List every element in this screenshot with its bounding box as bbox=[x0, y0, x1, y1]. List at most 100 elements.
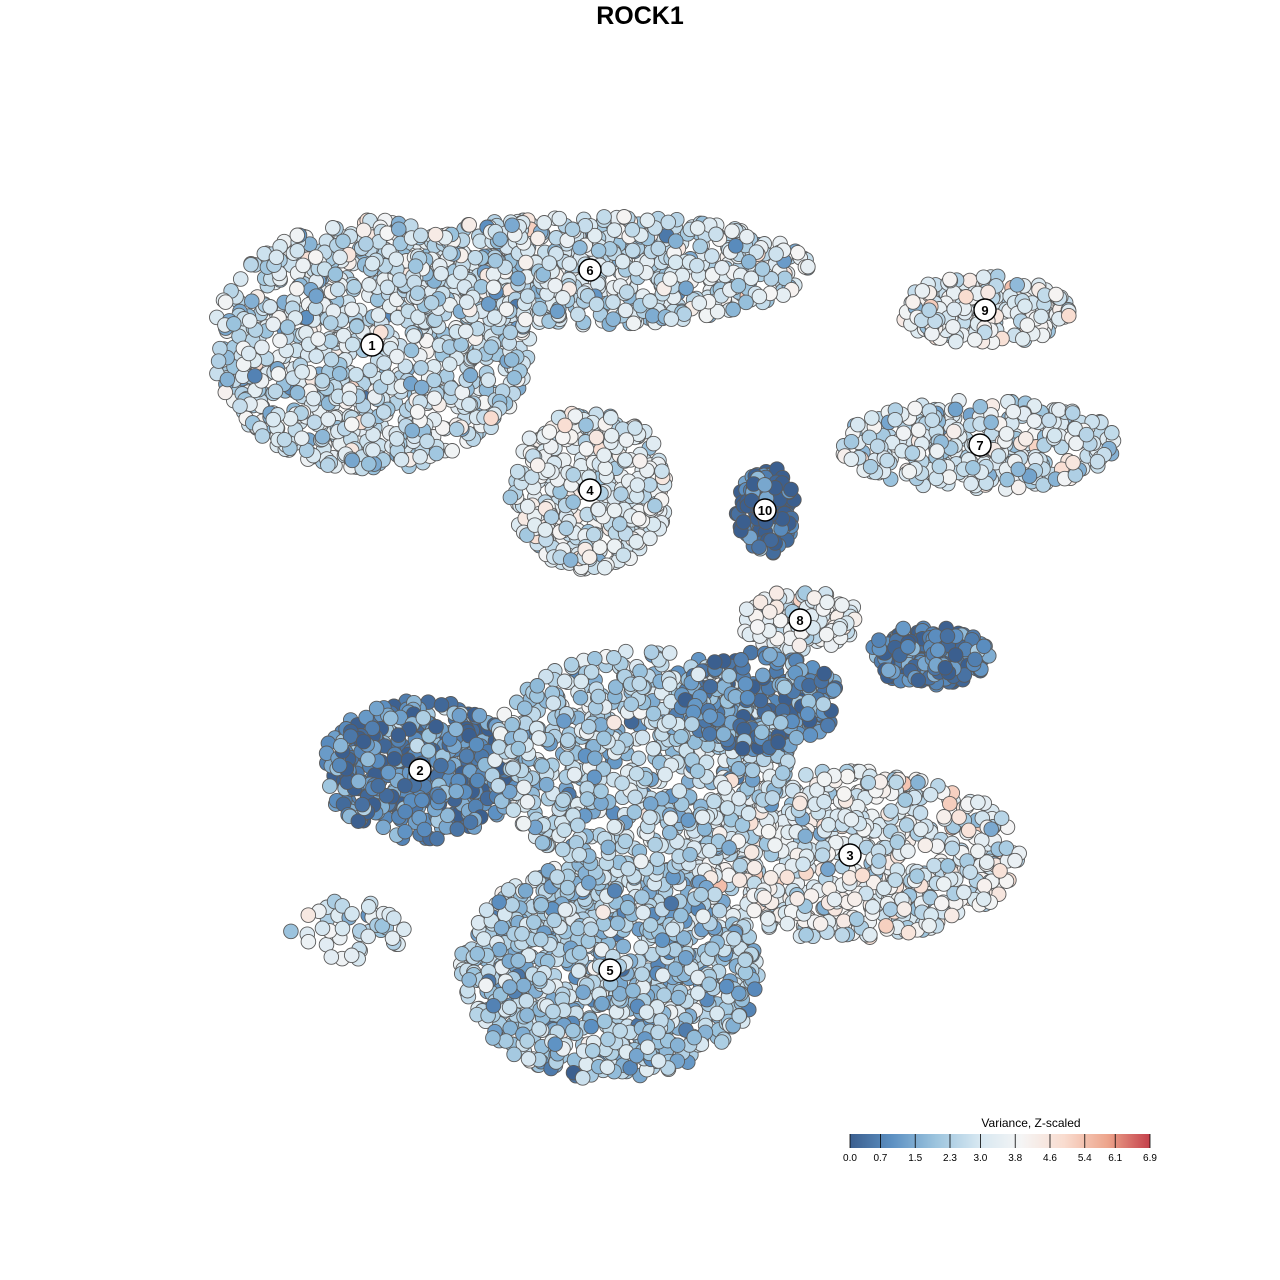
data-point bbox=[922, 786, 939, 803]
data-point bbox=[634, 889, 650, 905]
data-point bbox=[605, 294, 621, 310]
data-point bbox=[590, 242, 607, 259]
data-point bbox=[485, 279, 502, 296]
data-point bbox=[1048, 286, 1064, 303]
data-point bbox=[533, 897, 550, 913]
data-point bbox=[419, 433, 435, 450]
data-point bbox=[475, 931, 492, 947]
data-point bbox=[584, 1043, 601, 1059]
data-point bbox=[549, 303, 566, 320]
data-point bbox=[470, 915, 487, 931]
data-point bbox=[581, 875, 597, 891]
data-point bbox=[1046, 427, 1063, 444]
data-point bbox=[393, 451, 410, 468]
data-point bbox=[650, 1024, 666, 1041]
data-point bbox=[219, 371, 236, 388]
data-point bbox=[391, 221, 407, 237]
data-point bbox=[775, 287, 791, 303]
data-point bbox=[839, 768, 856, 785]
data-point bbox=[754, 261, 771, 277]
data-point bbox=[270, 366, 287, 382]
data-point bbox=[323, 333, 339, 350]
data-point bbox=[1009, 277, 1025, 293]
data-point bbox=[871, 853, 887, 869]
data-point bbox=[895, 425, 912, 441]
data-point bbox=[751, 539, 767, 555]
data-point bbox=[577, 217, 594, 234]
data-point bbox=[469, 772, 486, 789]
data-point bbox=[480, 296, 497, 312]
data-point bbox=[433, 265, 449, 282]
data-point bbox=[362, 362, 378, 379]
data-point bbox=[689, 220, 706, 236]
data-point bbox=[603, 409, 619, 426]
data-point bbox=[946, 301, 962, 318]
data-point bbox=[403, 342, 420, 359]
data-point bbox=[632, 453, 648, 469]
data-point bbox=[600, 1031, 616, 1048]
data-point bbox=[609, 915, 626, 932]
data-point bbox=[590, 501, 607, 518]
data-point bbox=[423, 295, 440, 311]
data-point bbox=[243, 256, 259, 273]
data-point bbox=[909, 868, 925, 884]
data-point bbox=[509, 463, 526, 480]
data-point bbox=[350, 813, 367, 829]
data-point bbox=[841, 870, 858, 886]
data-point bbox=[731, 872, 748, 888]
data-point bbox=[631, 511, 647, 527]
data-point bbox=[332, 737, 349, 754]
data-point bbox=[332, 249, 348, 266]
data-point bbox=[426, 372, 442, 389]
data-point bbox=[709, 303, 726, 320]
data-point bbox=[946, 423, 962, 440]
data-point bbox=[210, 353, 227, 369]
data-point bbox=[603, 427, 620, 444]
data-point bbox=[451, 707, 468, 724]
data-point bbox=[462, 367, 479, 384]
data-point bbox=[518, 254, 534, 271]
points-layer bbox=[209, 209, 1122, 1086]
data-point bbox=[983, 821, 999, 837]
data-point bbox=[667, 254, 684, 271]
data-point bbox=[361, 456, 377, 472]
data-point bbox=[843, 451, 860, 468]
data-point bbox=[1041, 412, 1057, 429]
data-point bbox=[612, 1023, 628, 1039]
data-point bbox=[693, 886, 709, 903]
data-point bbox=[428, 718, 444, 735]
data-point bbox=[791, 637, 808, 654]
data-point bbox=[816, 793, 832, 810]
data-point bbox=[294, 364, 310, 380]
data-point bbox=[709, 1005, 725, 1022]
data-point bbox=[397, 777, 413, 794]
data-point bbox=[379, 369, 396, 386]
data-point bbox=[596, 1013, 613, 1030]
data-point bbox=[558, 520, 574, 537]
data-point bbox=[506, 370, 523, 386]
data-point bbox=[1064, 405, 1081, 421]
data-point bbox=[896, 901, 913, 917]
data-point bbox=[588, 429, 605, 446]
data-point bbox=[578, 1056, 595, 1072]
data-point bbox=[413, 227, 429, 244]
data-point bbox=[760, 911, 776, 927]
data-point bbox=[1078, 426, 1095, 443]
data-point bbox=[471, 707, 488, 724]
chart-title: ROCK1 bbox=[596, 2, 684, 30]
data-point bbox=[1019, 317, 1036, 333]
data-point bbox=[887, 411, 903, 428]
data-point bbox=[469, 946, 486, 962]
data-point bbox=[244, 293, 260, 309]
data-point bbox=[848, 911, 865, 927]
data-point bbox=[397, 358, 414, 375]
data-point bbox=[426, 390, 443, 406]
data-point bbox=[820, 817, 837, 833]
data-point bbox=[493, 919, 510, 936]
data-point bbox=[944, 840, 960, 857]
data-point bbox=[254, 339, 270, 356]
data-point bbox=[951, 809, 967, 825]
data-point bbox=[344, 336, 361, 353]
data-point bbox=[812, 916, 829, 932]
data-point bbox=[306, 414, 323, 430]
